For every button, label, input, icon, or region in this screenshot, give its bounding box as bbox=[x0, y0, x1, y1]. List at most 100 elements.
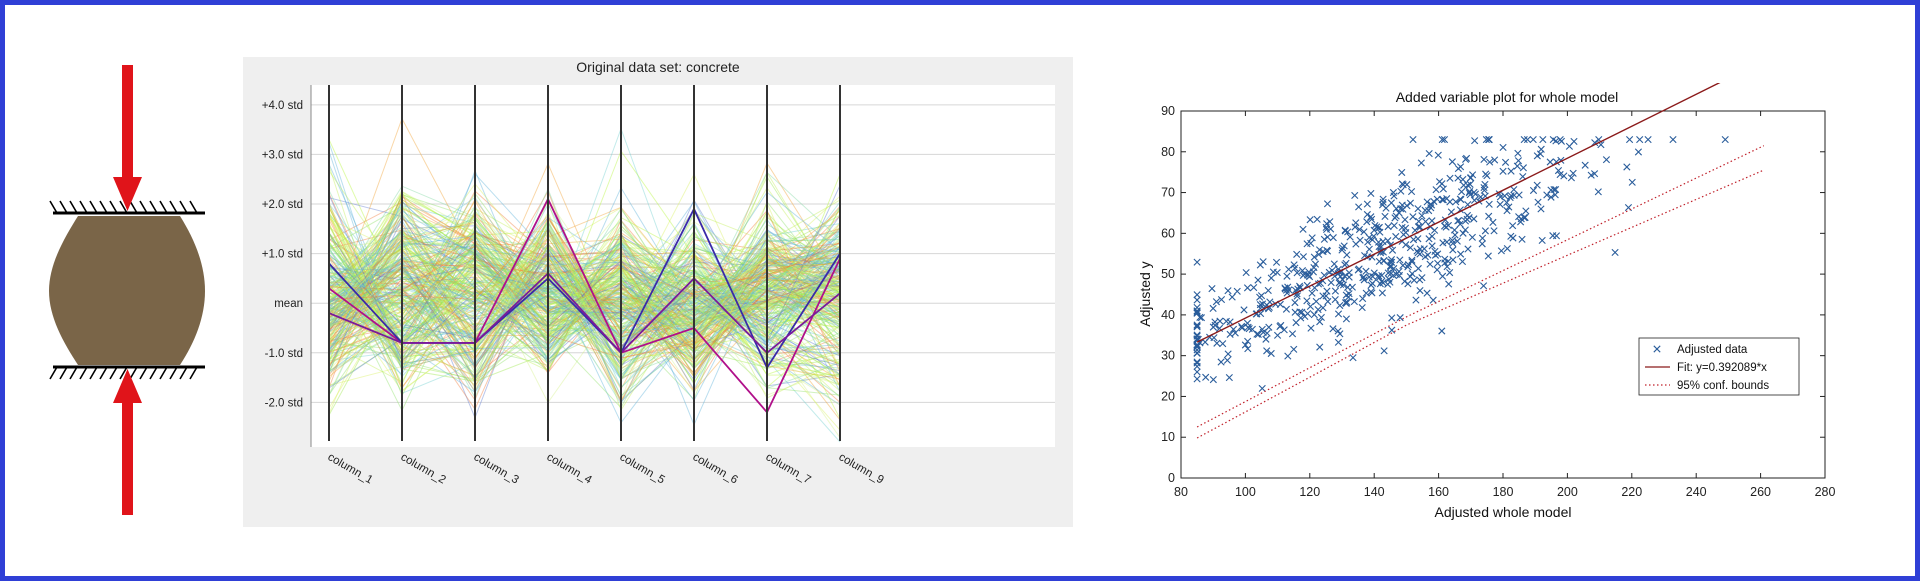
marker-stroke bbox=[1284, 352, 1292, 360]
data-point bbox=[1342, 291, 1350, 299]
data-point bbox=[1228, 293, 1236, 301]
data-line bbox=[328, 222, 841, 421]
data-line bbox=[328, 228, 841, 346]
data-point bbox=[1360, 228, 1368, 236]
data-point bbox=[1468, 233, 1476, 241]
data-line bbox=[328, 247, 841, 336]
data-point bbox=[1196, 313, 1204, 321]
data-point bbox=[1549, 232, 1557, 240]
data-point bbox=[1480, 184, 1488, 192]
marker-stroke bbox=[1416, 245, 1424, 253]
marker-stroke bbox=[1384, 280, 1392, 288]
data-point bbox=[1521, 213, 1529, 222]
marker-stroke bbox=[1351, 191, 1359, 199]
data-point bbox=[1387, 199, 1395, 207]
data-point bbox=[1479, 282, 1488, 290]
marker-stroke bbox=[1480, 184, 1488, 192]
marker-stroke bbox=[1349, 354, 1357, 362]
marker-stroke bbox=[1263, 329, 1271, 337]
data-point bbox=[1256, 261, 1264, 269]
marker-stroke bbox=[1342, 315, 1350, 323]
data-point bbox=[1345, 273, 1353, 281]
marker-stroke bbox=[1277, 321, 1285, 330]
marker-stroke bbox=[1315, 246, 1324, 254]
marker-stroke bbox=[1231, 329, 1239, 337]
marker-stroke bbox=[1427, 200, 1435, 208]
data-line bbox=[328, 249, 841, 342]
data-line bbox=[328, 275, 841, 329]
marker-stroke bbox=[1291, 264, 1299, 272]
marker-stroke bbox=[1466, 180, 1474, 188]
marker-stroke bbox=[1304, 309, 1312, 318]
data-point bbox=[1363, 210, 1371, 219]
vertical-axes bbox=[328, 85, 841, 441]
data-point bbox=[1450, 226, 1459, 234]
data-point bbox=[1409, 135, 1417, 144]
data-line bbox=[328, 247, 841, 308]
data-point bbox=[1418, 212, 1426, 220]
y-tick-label: +1.0 std bbox=[262, 249, 303, 261]
marker-stroke bbox=[1322, 292, 1330, 300]
marker-stroke bbox=[1288, 330, 1297, 338]
data-line bbox=[328, 233, 841, 368]
data-point bbox=[1209, 304, 1217, 312]
data-point bbox=[1313, 215, 1321, 223]
data-point bbox=[1408, 256, 1416, 264]
axis-label: column_3 bbox=[472, 451, 521, 486]
data-point bbox=[1326, 218, 1334, 226]
data-point bbox=[1346, 233, 1354, 241]
data-point bbox=[1414, 223, 1423, 231]
data-point bbox=[1469, 171, 1477, 179]
data-line bbox=[328, 206, 841, 379]
marker-stroke bbox=[1408, 258, 1416, 266]
marker-stroke bbox=[1297, 314, 1305, 322]
marker-stroke bbox=[1439, 185, 1447, 193]
data-line bbox=[328, 244, 841, 369]
marker-stroke bbox=[1399, 181, 1407, 189]
marker-stroke bbox=[1338, 246, 1346, 254]
marker-stroke bbox=[1567, 174, 1575, 182]
y-tick-label: 30 bbox=[1161, 349, 1175, 363]
marker-stroke bbox=[1479, 282, 1488, 290]
data-point bbox=[1263, 329, 1271, 337]
data-line bbox=[328, 207, 841, 365]
hatch-mark bbox=[119, 366, 128, 380]
hatch-mark bbox=[179, 200, 188, 214]
marker-stroke bbox=[1507, 167, 1515, 175]
marker-stroke bbox=[1365, 245, 1373, 253]
data-point bbox=[1398, 168, 1406, 177]
data-point bbox=[1307, 324, 1315, 332]
data-line bbox=[328, 228, 841, 356]
data-point bbox=[1284, 352, 1292, 360]
data-point bbox=[1406, 272, 1414, 281]
marker-stroke bbox=[1388, 246, 1397, 254]
data-point bbox=[1209, 323, 1217, 331]
marker-stroke bbox=[1355, 225, 1364, 234]
x-tick-label: 220 bbox=[1621, 485, 1642, 499]
data-point bbox=[1458, 257, 1467, 266]
marker-stroke bbox=[1217, 358, 1225, 366]
data-point bbox=[1510, 186, 1518, 194]
data-point bbox=[1396, 314, 1404, 322]
marker-stroke bbox=[1520, 135, 1528, 144]
data-line bbox=[328, 139, 841, 389]
data-point bbox=[1414, 264, 1422, 273]
marker-stroke bbox=[1329, 325, 1337, 333]
data-line bbox=[328, 235, 841, 364]
data-point bbox=[1416, 223, 1424, 231]
marker-stroke bbox=[1466, 174, 1475, 182]
data-point bbox=[1250, 283, 1258, 292]
marker-stroke bbox=[1293, 292, 1301, 300]
marker-stroke bbox=[1454, 174, 1462, 182]
marker-stroke bbox=[1193, 335, 1201, 343]
data-point bbox=[1197, 314, 1206, 322]
marker-stroke bbox=[1193, 309, 1201, 317]
data-line bbox=[328, 149, 841, 345]
marker-stroke bbox=[1396, 314, 1404, 322]
data-line bbox=[328, 236, 841, 388]
data-point bbox=[1537, 205, 1545, 213]
marker-stroke bbox=[1193, 322, 1201, 330]
data-line bbox=[328, 218, 841, 328]
data-line bbox=[328, 279, 841, 359]
marker-stroke bbox=[1256, 293, 1264, 301]
